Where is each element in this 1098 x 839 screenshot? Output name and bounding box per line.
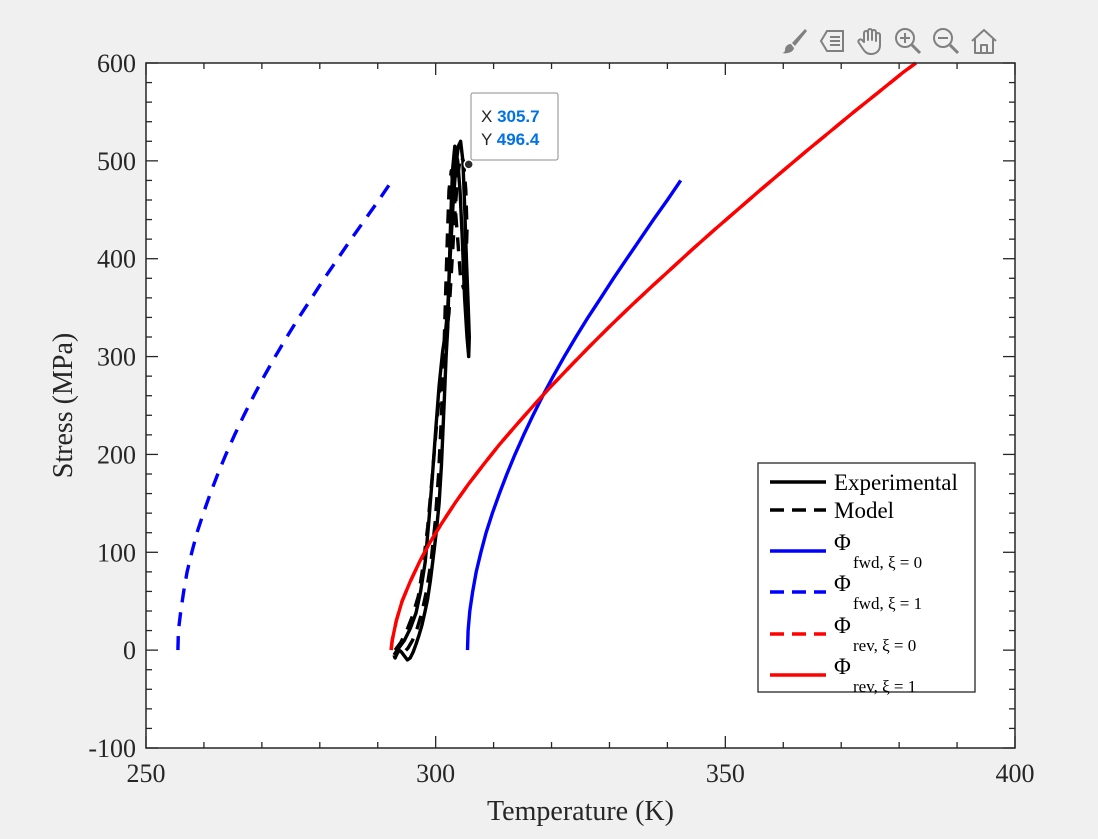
legend-label-5: Φ bbox=[834, 654, 851, 679]
axes-box bbox=[145, 62, 1016, 749]
datatip-y-label: Y bbox=[481, 130, 497, 149]
legend-box bbox=[757, 462, 976, 693]
legend-sublabel-3: fwd, ξ = 1 bbox=[853, 594, 922, 613]
series-line-1 bbox=[393, 154, 469, 655]
legend-label-1: Model bbox=[834, 498, 894, 523]
y-tick-label: 0 bbox=[123, 636, 136, 665]
y-tick-label: 400 bbox=[97, 245, 136, 274]
pan-button[interactable] bbox=[852, 23, 888, 59]
datatip-x-label: X bbox=[481, 107, 497, 126]
y-tick-label: 600 bbox=[97, 49, 136, 78]
series-layer bbox=[176, 61, 917, 662]
home-button[interactable] bbox=[966, 23, 1002, 59]
series-line-5 bbox=[389, 61, 917, 651]
y-tick-label: -100 bbox=[88, 734, 136, 763]
x-tick-label: 400 bbox=[996, 759, 1035, 788]
axes-layer: 250 300 350 400 -100 0 100 200 300 400 500 600 Tempe… bbox=[48, 49, 1035, 827]
series-line-2 bbox=[465, 179, 683, 651]
datatip-y-row: Y 496.4 bbox=[481, 130, 540, 149]
x-tick-label: 250 bbox=[127, 759, 166, 788]
legend-sublabel-2: fwd, ξ = 0 bbox=[853, 553, 922, 572]
datatip-x-value: 305.7 bbox=[497, 107, 540, 126]
y-tick-label: 200 bbox=[97, 440, 136, 469]
y-tick-label: 100 bbox=[97, 538, 136, 567]
y-axis-label: Stress (MPa) bbox=[48, 333, 79, 478]
legend-label-0: Experimental bbox=[834, 470, 958, 495]
zoom-in-icon bbox=[895, 28, 922, 55]
datatip-marker[interactable] bbox=[463, 159, 474, 170]
x-tick-label: 300 bbox=[416, 759, 455, 788]
datatip-y-value: 496.4 bbox=[497, 130, 540, 149]
y-tick-label: 500 bbox=[97, 147, 136, 176]
datatip-x-row: X 305.7 bbox=[481, 107, 540, 126]
zoom-out-icon bbox=[933, 28, 960, 55]
x-tick-label: 350 bbox=[706, 759, 745, 788]
legend-sublabel-5: rev, ξ = 1 bbox=[853, 677, 916, 696]
data-tips-button[interactable] bbox=[814, 23, 850, 59]
pan-hand-icon bbox=[857, 28, 881, 55]
brush-icon bbox=[782, 29, 807, 54]
y-tick-label: 300 bbox=[97, 343, 136, 372]
legend-label-4: Φ bbox=[834, 613, 851, 638]
brush-button[interactable] bbox=[776, 23, 812, 59]
zoom-out-button[interactable] bbox=[928, 23, 964, 59]
legend-label-2: Φ bbox=[834, 530, 851, 555]
axes-toolbar bbox=[776, 22, 1012, 60]
datatip[interactable]: X 305.7Y 496.4 bbox=[463, 92, 559, 170]
x-axis-label: Temperature (K) bbox=[487, 796, 674, 827]
series-line-3 bbox=[176, 179, 394, 651]
data-tips-icon bbox=[819, 30, 844, 52]
datatip-box bbox=[470, 92, 559, 161]
legend-label-3: Φ bbox=[834, 571, 851, 596]
zoom-in-button[interactable] bbox=[890, 23, 926, 59]
home-icon bbox=[971, 29, 997, 54]
legend-sublabel-4: rev, ξ = 0 bbox=[853, 636, 916, 655]
